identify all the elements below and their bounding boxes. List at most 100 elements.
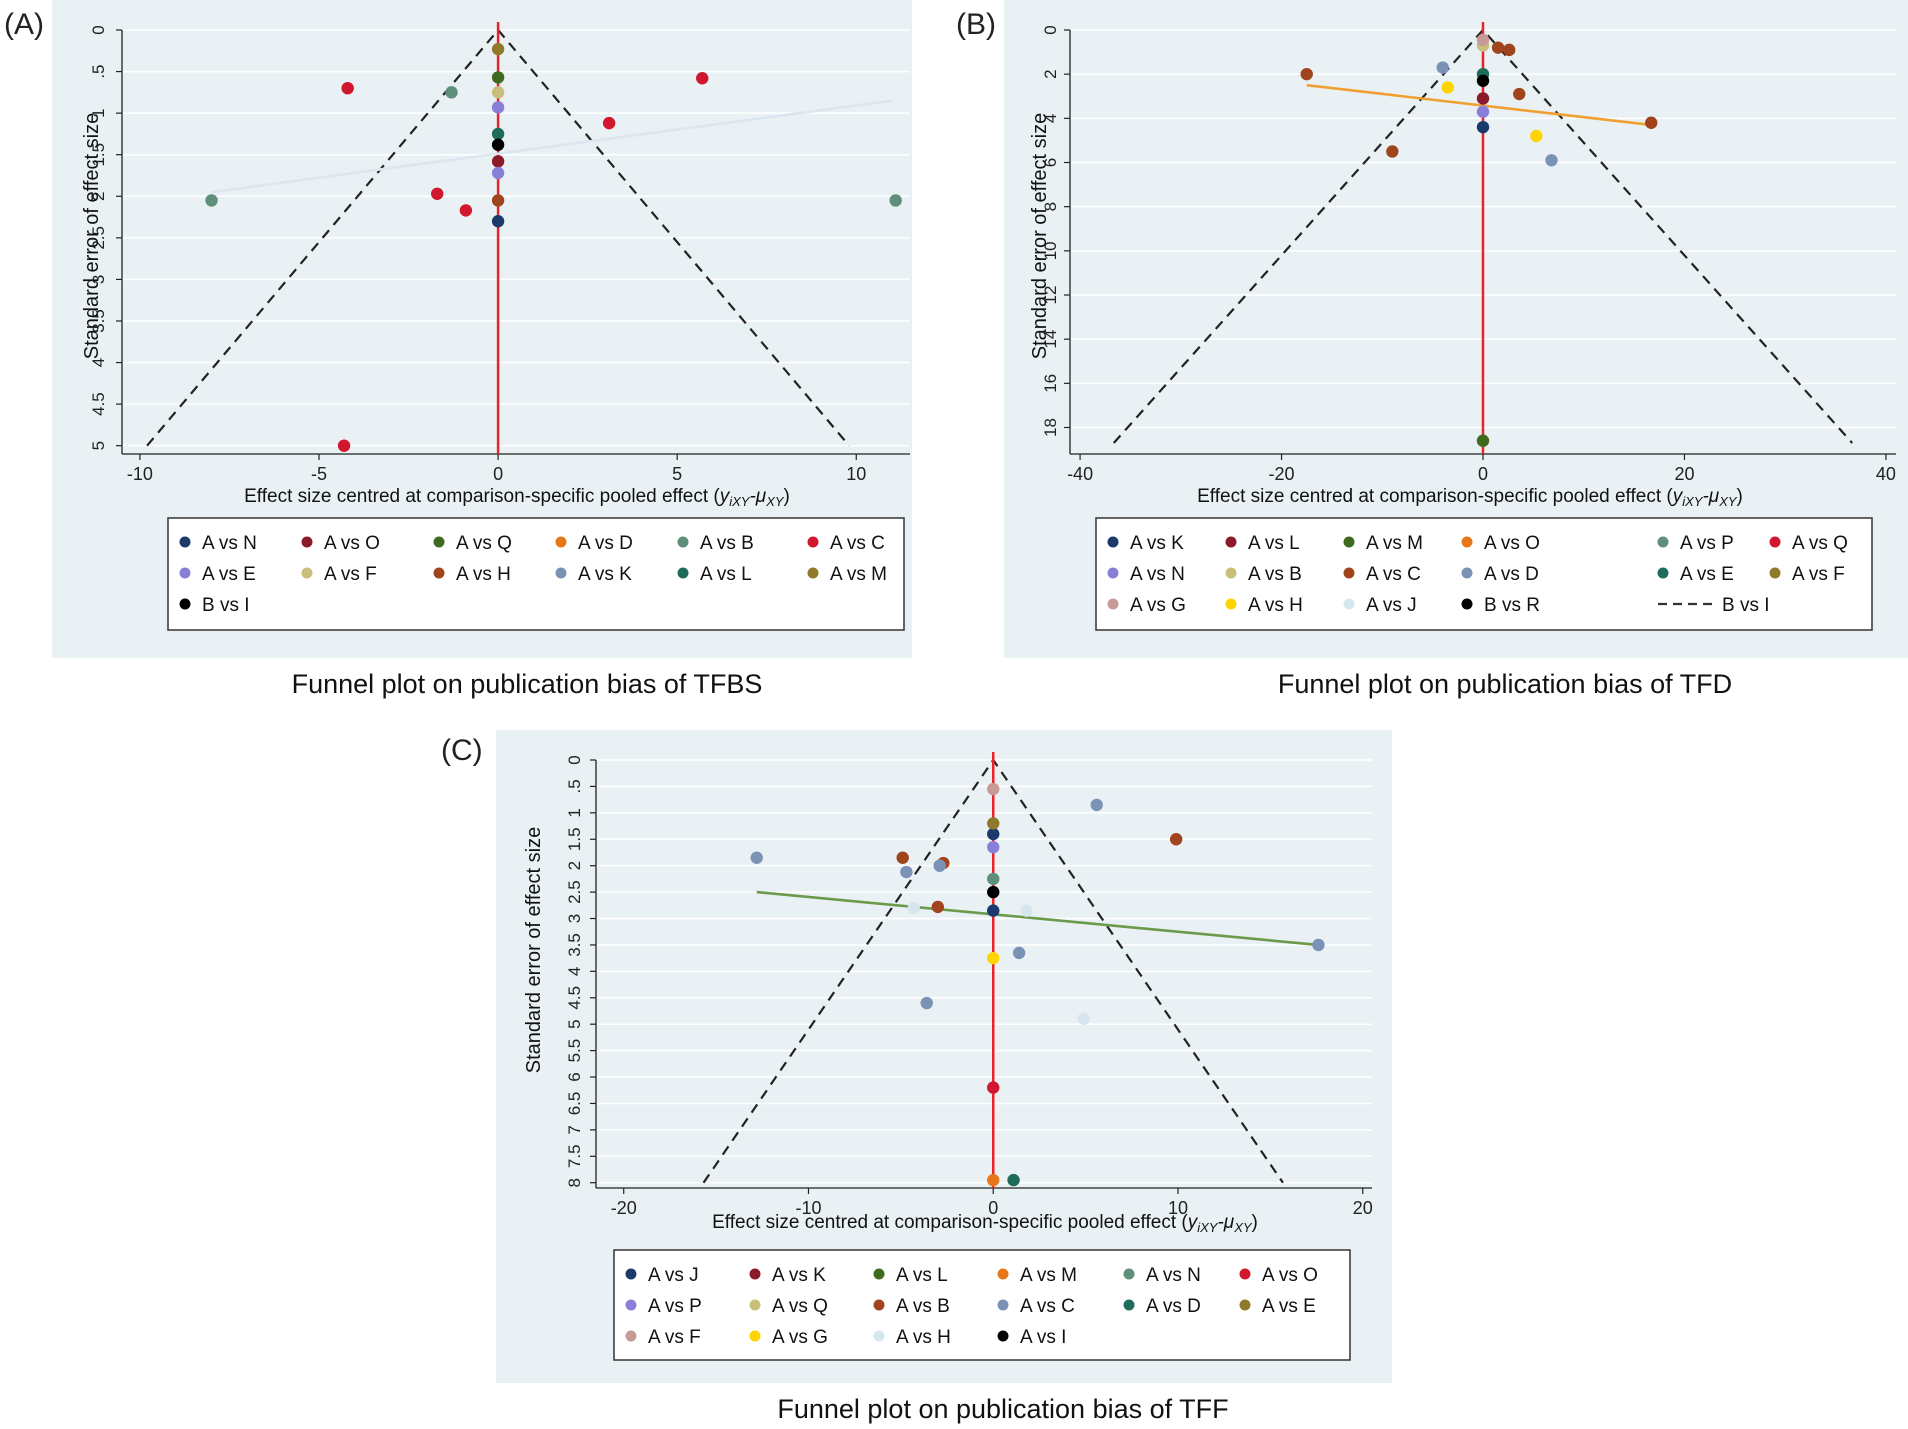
legend-swatch-a-vs-c [1343,567,1355,579]
point-a-vs-g [987,951,1000,965]
legend-label-a-vs-d: A vs D [1146,1296,1201,1317]
legend-label-a-vs-p: A vs P [1680,533,1734,554]
point-a-vs-c [1491,41,1505,54]
y-tick-label: 4 [89,358,108,367]
point-a-vs-h [907,901,920,915]
x-axis-title: Effect size centred at comparison-specif… [712,1212,1258,1235]
legend-label-a-vs-e: A vs E [1262,1296,1316,1317]
x-tick-label: 5 [672,464,682,484]
x-tick-label: -10 [127,464,153,484]
y-tick-label: 3.5 [89,309,108,333]
y-tick-label: 7.5 [565,1144,584,1168]
legend-swatch-a-vs-o [1461,536,1473,548]
y-tick-label: 1 [89,108,108,117]
point-a-vs-o [987,1081,1000,1094]
point-a-vs-e [491,166,505,180]
legend-swatch-a-vs-b [873,1299,885,1311]
legend-label-a-vs-m: A vs M [1020,1265,1077,1286]
panel-a: (A) 0 .5 1 1.5 2 2.5 3 3.5 4 4.5 5 -10 -5 0 5 10 Standa… [4,0,912,699]
x-tick-label: 0 [988,1198,998,1218]
point-a-vs-c [1645,116,1658,129]
point-a-vs-j [987,904,1000,917]
y-tick-label: 0 [89,25,108,34]
y-tick-label: 10 [1041,241,1060,260]
y-tick-label: 16 [1041,374,1060,393]
point-a-vs-f [491,86,505,99]
legend-label-a-vs-c: A vs C [830,533,885,554]
point-a-vs-l [491,127,505,141]
point-a-vs-c [1090,798,1103,812]
legend-label-a-vs-j: A vs J [1366,595,1417,616]
legend-swatch-a-vs-k [749,1268,761,1280]
legend-label-a-vs-b: A vs B [1248,564,1302,585]
point-a-vs-h [1020,904,1033,917]
legend-swatch-a-vs-m [997,1268,1009,1280]
regression-line [211,99,893,194]
y-tick-label: 4.5 [565,986,584,1010]
legend-swatch-a-vs-i [997,1330,1009,1342]
point-a-vs-h [1441,81,1454,94]
y-tick-label: 2 [1041,69,1060,78]
legend-swatch-a-vs-l [873,1268,885,1280]
x-tick-label: 40 [1876,464,1896,484]
point-a-vs-c [1502,43,1516,57]
legend-box [613,1249,1351,1361]
point-a-vs-j [987,827,1000,841]
point-a-vs-p [987,840,1000,854]
y-tick-label: 4 [565,967,584,976]
legend-label-a-vs-j: A vs J [648,1265,699,1286]
legend-label-a-vs-g: A vs G [772,1327,828,1348]
legend-swatch-a-vs-l [677,567,689,579]
point-a-vs-b [445,86,458,99]
x-tick-label: -40 [1067,464,1093,484]
y-tick-label: .5 [89,64,108,78]
panel-label: (A) [4,8,44,41]
point-a-vs-b [931,900,945,914]
point-a-vs-c [431,187,444,200]
legend-label-a-vs-b: A vs B [700,533,754,554]
legend-swatch-a-vs-g [749,1330,761,1342]
point-a-vs-h [1077,1012,1090,1026]
y-tick-label: 1.5 [89,143,108,167]
y-tick-label: 6.5 [565,1092,584,1116]
point-a-vs-e [987,817,1000,830]
point-a-vs-c [933,859,946,872]
legend-label-a-vs-h: A vs H [1248,595,1303,616]
point-a-vs-q [491,71,505,84]
legend-label-a-vs-l: A vs L [700,564,752,585]
y-tick-label: 2.5 [565,880,584,904]
legend-label-a-vs-n: A vs N [202,533,257,554]
legend-label-a-vs-h: A vs H [456,564,511,585]
point-a-vs-m [1476,434,1490,447]
x-tick-label: -20 [611,1198,637,1218]
y-tick-label: 3.5 [565,933,584,957]
legend-label-a-vs-o: A vs O [1262,1265,1318,1286]
x-axis-title: Effect size centred at comparison-specif… [1197,486,1743,509]
y-tick-label: 6 [565,1072,584,1081]
legend-swatch-a-vs-p [1657,536,1669,548]
x-tick-label: 10 [846,464,866,484]
legend-label-a-vs-k: A vs K [772,1265,826,1286]
point-a-vs-b [1169,833,1183,846]
legend-swatch-a-vs-g [1107,598,1119,610]
point-a-vs-c [1513,87,1526,101]
legend-label-a-vs-q: A vs Q [456,533,512,554]
regression-line [1306,83,1652,127]
panel-b: (B) 0 2 4 6 8 10 12 14 16 18 -40 -20 0 20 40 Standard … [956,0,1908,699]
regression-line [756,890,1319,947]
y-tick-label: 8 [565,1178,584,1187]
point-a-vs-h [491,194,505,207]
point-a-vs-c [341,81,354,95]
point-a-vs-c [602,116,616,130]
y-tick-label: 12 [1041,286,1060,305]
point-a-vs-l [1476,92,1490,105]
point-a-vs-o [491,155,505,168]
legend-swatch-a-vs-o [1239,1268,1251,1280]
legend-label-a-vs-q: A vs Q [772,1296,828,1317]
legend-label-a-vs-o: A vs O [324,533,380,554]
legend-label-a-vs-c: A vs C [1366,564,1421,585]
legend-swatch-a-vs-d [555,536,567,548]
panel-c: (C) 0 .5 1 1.5 2 2.5 3 3.5 4 4.5 5 5.5 6 6.5 7 7.5 8 -20 -… [441,730,1392,1424]
x-tick-label: 0 [1478,464,1488,484]
legend-label-a-vs-l: A vs L [1248,533,1300,554]
